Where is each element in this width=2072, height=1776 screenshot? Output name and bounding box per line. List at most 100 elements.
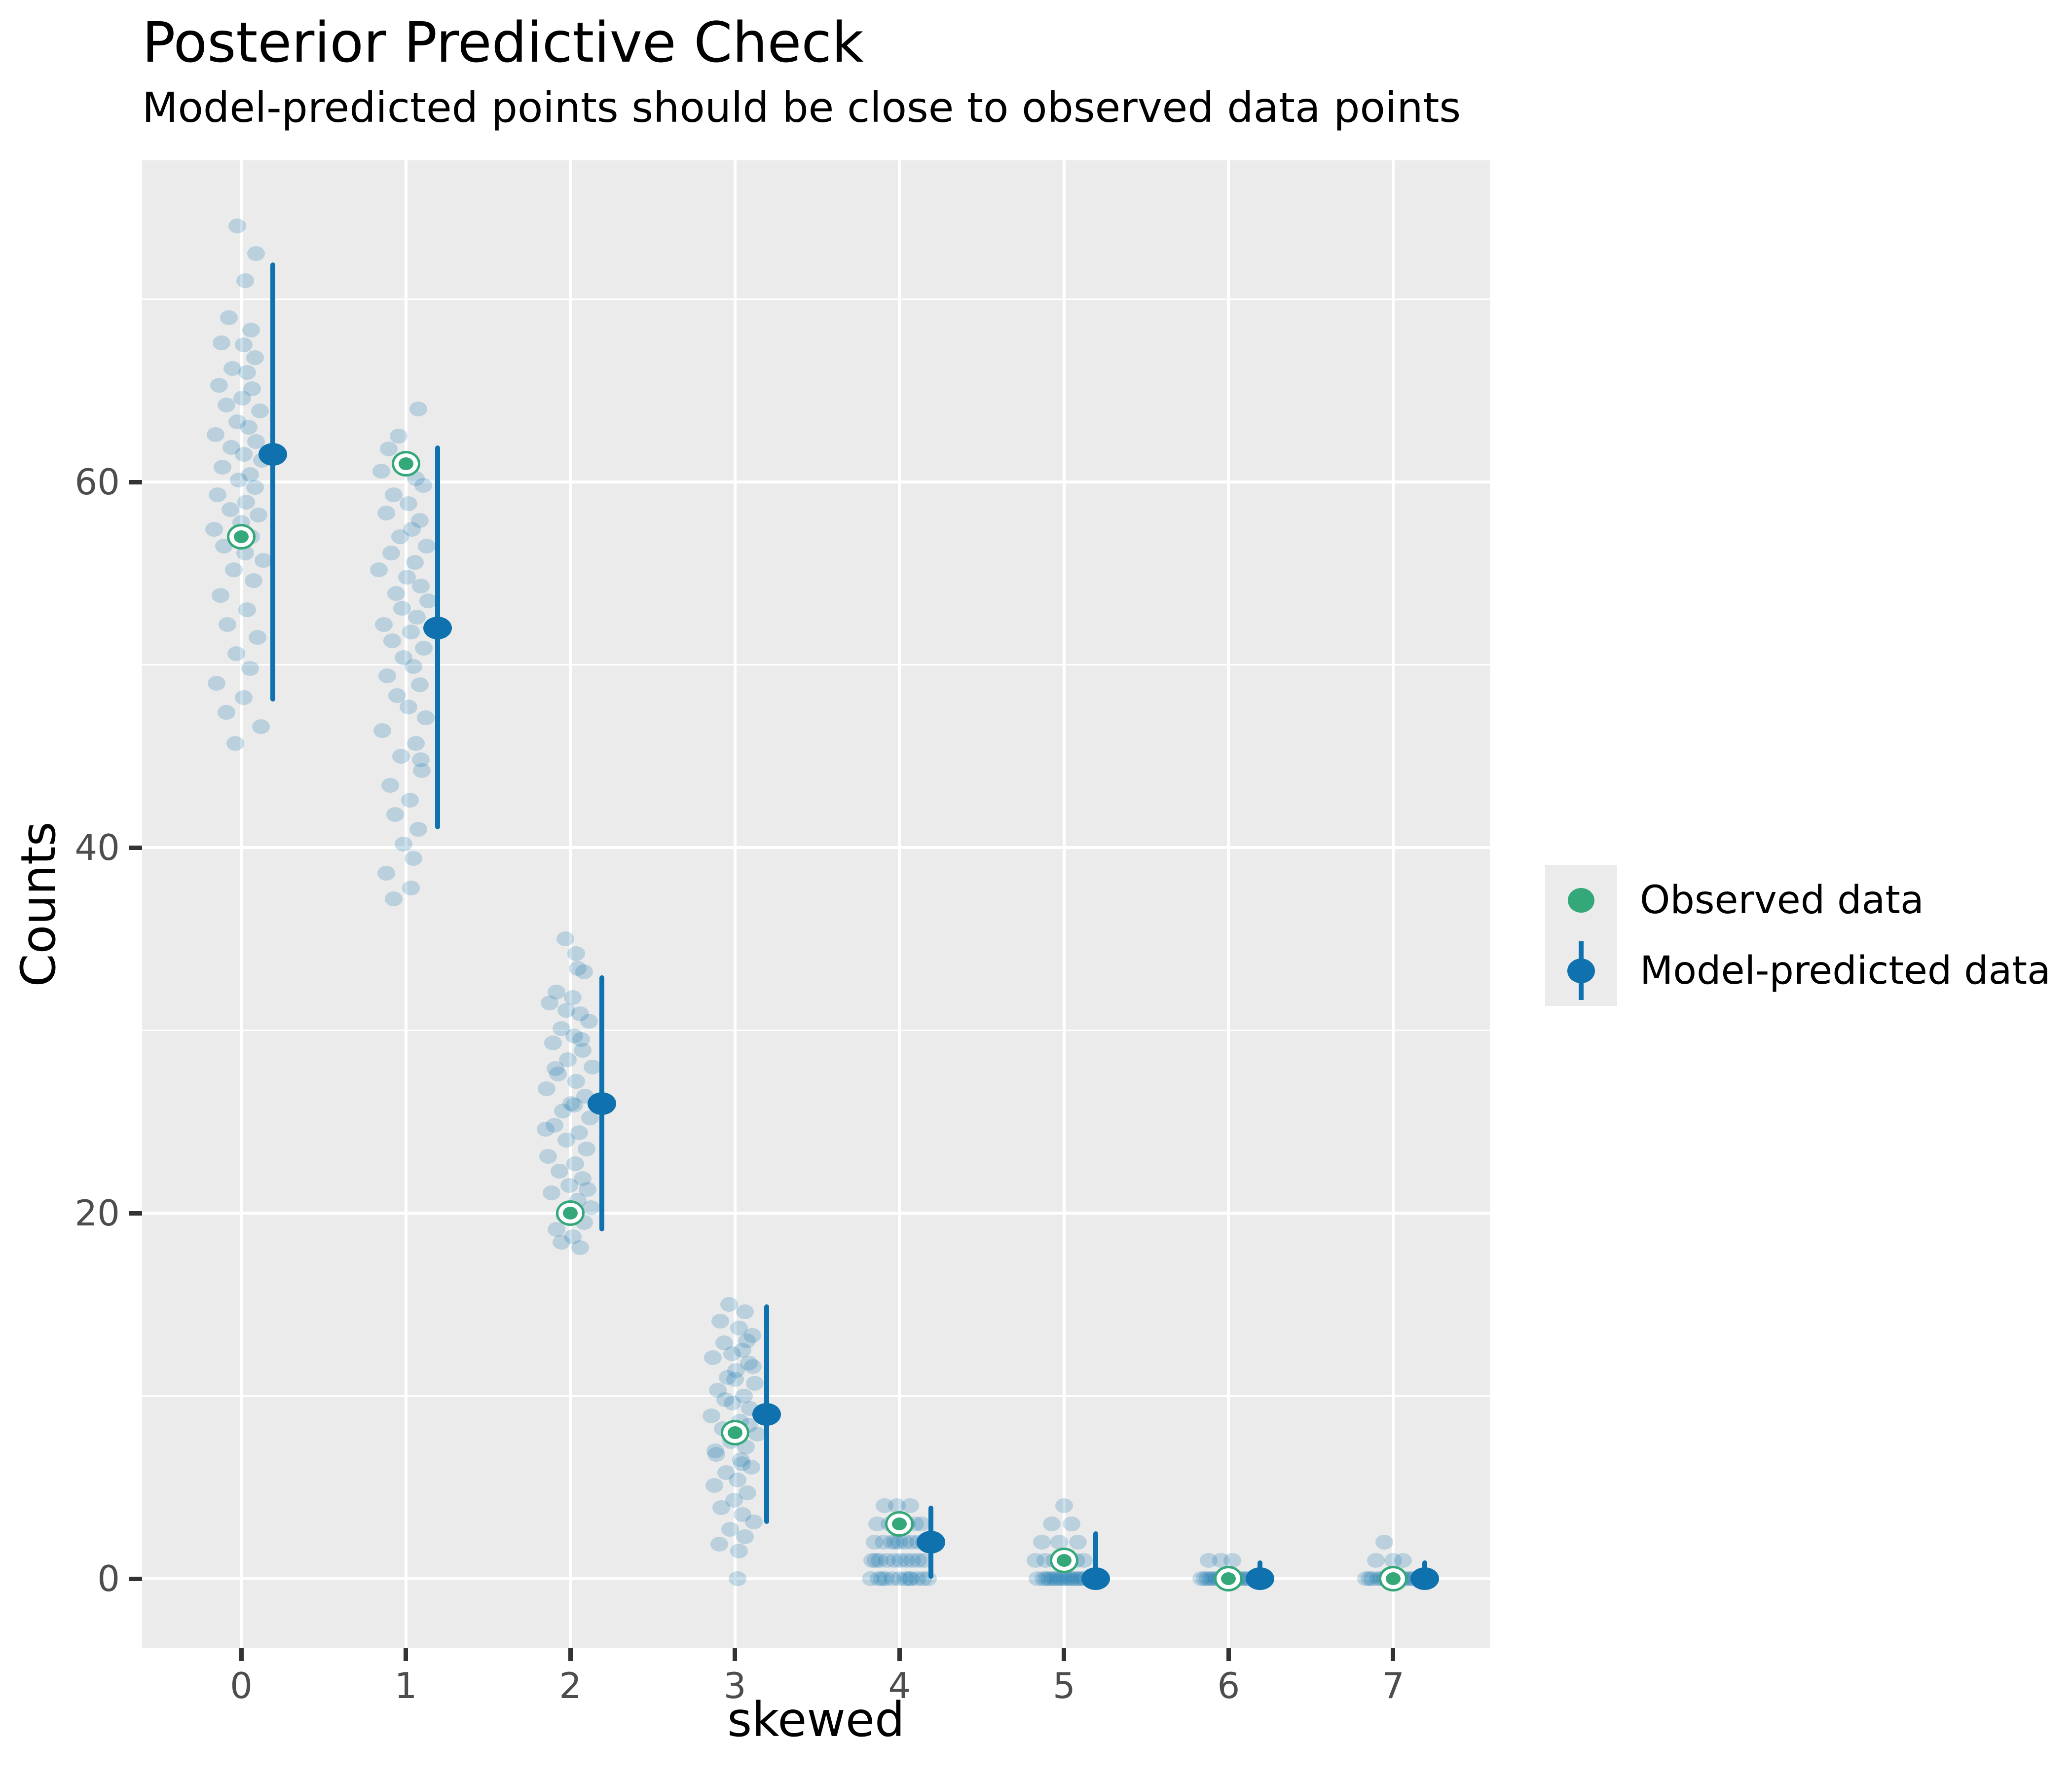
legend-item-observed: Observed data — [1545, 865, 2051, 935]
predicted-mean-point — [1081, 1567, 1110, 1590]
x-tick-label: 2 — [559, 1665, 582, 1706]
posterior-draw-point — [733, 1456, 751, 1471]
posterior-draw-point — [238, 602, 256, 618]
posterior-draw-point — [572, 1032, 591, 1047]
posterior-draw-point — [575, 964, 593, 979]
posterior-draw-point — [399, 496, 417, 512]
observed-point-core — [563, 1207, 578, 1220]
posterior-draw-point — [419, 593, 437, 608]
posterior-draw-point — [1394, 1553, 1412, 1568]
posterior-draw-point — [1062, 1516, 1080, 1531]
posterior-draw-point — [876, 1498, 894, 1513]
posterior-draw-point — [389, 429, 407, 444]
observed-point-core — [398, 457, 413, 470]
posterior-draw-point — [409, 401, 427, 416]
y-tick-label: 40 — [74, 827, 120, 868]
posterior-draw-point — [574, 1043, 592, 1058]
y-tick-label: 20 — [74, 1192, 120, 1234]
posterior-draw-point — [548, 984, 566, 999]
posterior-draw-point — [875, 1534, 893, 1550]
posterior-draw-point — [738, 1485, 756, 1500]
posterior-draw-point — [556, 931, 575, 947]
posterior-draw-point — [919, 1571, 937, 1586]
x-tick-mark — [897, 1648, 902, 1661]
posterior-draw-point — [398, 569, 416, 585]
posterior-draw-point — [407, 610, 426, 625]
posterior-draw-point — [392, 748, 410, 764]
posterior-draw-point — [873, 1571, 891, 1586]
posterior-draw-point — [567, 1074, 586, 1089]
observed-point-core — [234, 530, 249, 544]
posterior-draw-point — [387, 586, 405, 601]
posterior-draw-point — [547, 1061, 565, 1076]
posterior-draw-point — [578, 1142, 596, 1157]
predicted-mean-point — [423, 617, 452, 640]
posterior-draw-point — [410, 677, 429, 693]
x-axis-title: skewed — [727, 1692, 905, 1747]
x-major-gridline — [404, 160, 407, 1648]
x-tick-label: 0 — [230, 1665, 253, 1706]
predicted-interval — [270, 262, 275, 702]
posterior-draw-point — [871, 1553, 889, 1568]
posterior-draw-point — [410, 513, 429, 528]
posterior-draw-point — [580, 1013, 598, 1029]
posterior-draw-point — [250, 507, 267, 522]
observed-point — [227, 524, 256, 550]
posterior-draw-point — [896, 1534, 915, 1550]
posterior-draw-point — [378, 668, 396, 683]
posterior-draw-point — [235, 337, 253, 353]
y-tick-mark — [129, 1211, 142, 1216]
posterior-draw-point — [219, 617, 236, 632]
posterior-draw-point — [725, 1492, 743, 1508]
posterior-draw-point — [379, 442, 398, 457]
y-minor-gridline — [142, 1030, 1490, 1031]
posterior-draw-point — [406, 555, 424, 570]
posterior-draw-point — [557, 1132, 576, 1147]
posterior-draw-point — [225, 562, 243, 577]
posterior-draw-point — [246, 350, 264, 366]
posterior-draw-point — [1384, 1553, 1402, 1568]
posterior-draw-point — [1375, 1534, 1393, 1550]
posterior-draw-point — [721, 1521, 739, 1537]
posterior-draw-point — [223, 361, 241, 376]
y-tick-label: 0 — [97, 1558, 120, 1599]
posterior-draw-point — [738, 1333, 756, 1349]
posterior-draw-point — [884, 1571, 902, 1586]
y-minor-gridline — [142, 1395, 1490, 1397]
posterior-draw-point — [718, 1370, 737, 1385]
posterior-draw-point — [403, 522, 421, 537]
x-tick-mark — [1226, 1648, 1231, 1661]
observed-point — [556, 1200, 585, 1226]
posterior-draw-point — [207, 427, 224, 442]
posterior-draw-point — [393, 600, 411, 616]
posterior-draw-point — [870, 1571, 888, 1586]
x-major-gridline — [898, 160, 901, 1648]
posterior-draw-point — [1026, 1553, 1044, 1568]
legend-label-observed: Observed data — [1640, 878, 1924, 923]
posterior-draw-point — [733, 1342, 751, 1358]
posterior-draw-point — [409, 821, 427, 837]
posterior-draw-point — [562, 1096, 581, 1111]
observed-point-core — [1056, 1554, 1072, 1567]
x-major-gridline — [569, 160, 572, 1648]
posterior-draw-point — [748, 1427, 766, 1442]
observed-point — [720, 1419, 749, 1445]
posterior-draw-point — [571, 1006, 590, 1022]
posterior-draw-point — [733, 1507, 751, 1522]
posterior-draw-point — [1050, 1534, 1068, 1550]
observed-point-core — [892, 1517, 907, 1530]
posterior-draw-point — [579, 1182, 597, 1197]
posterior-draw-point — [702, 1408, 720, 1424]
posterior-draw-point — [564, 990, 582, 1005]
posterior-draw-point — [878, 1553, 896, 1568]
posterior-draw-point — [539, 1149, 557, 1164]
posterior-draw-point — [402, 624, 420, 639]
posterior-draw-point — [728, 1571, 746, 1586]
posterior-draw-point — [382, 546, 400, 561]
posterior-draw-point — [399, 699, 417, 714]
predicted-mean-point — [259, 443, 287, 466]
observed-point — [1049, 1547, 1078, 1573]
predicted-mean-point — [917, 1530, 946, 1554]
posterior-draw-point — [890, 1534, 909, 1550]
